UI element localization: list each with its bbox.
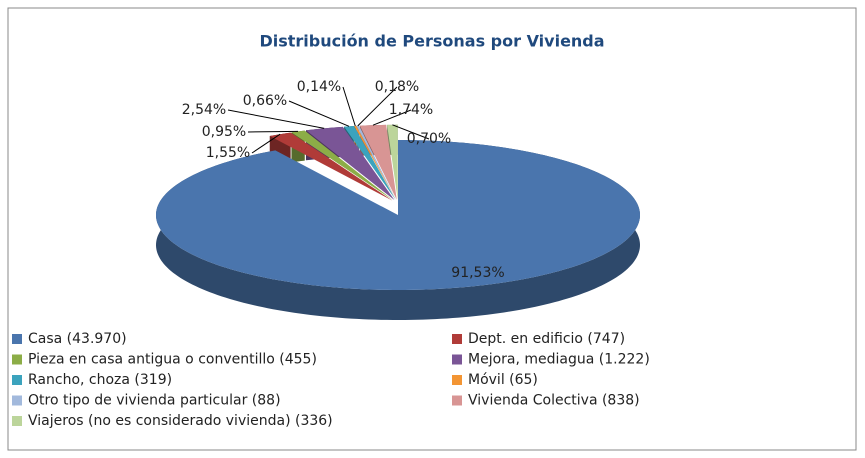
data-label: 0,70% bbox=[407, 131, 451, 147]
chart-title: Distribución de Personas por Vivienda bbox=[259, 32, 604, 51]
slice bbox=[291, 130, 394, 201]
legend-swatch bbox=[12, 416, 22, 426]
slice bbox=[269, 132, 393, 201]
legend-label: Dept. en edificio (747) bbox=[468, 331, 625, 347]
legend-swatch bbox=[452, 395, 462, 406]
leader-line bbox=[251, 133, 281, 154]
slice bbox=[359, 124, 397, 200]
data-label: 1,74% bbox=[389, 102, 433, 118]
legend-swatch bbox=[12, 375, 22, 385]
legend-swatch bbox=[12, 395, 22, 406]
slice bbox=[356, 125, 397, 200]
data-label: 91,53% bbox=[451, 265, 504, 281]
leader-line bbox=[288, 100, 350, 127]
legend-label: Móvil (65) bbox=[468, 372, 538, 388]
slice bbox=[387, 124, 398, 200]
legend-swatch bbox=[12, 354, 22, 365]
leader-line bbox=[357, 86, 398, 127]
slice bbox=[156, 140, 640, 290]
legend-label: Rancho, choza (319) bbox=[28, 372, 172, 388]
leader-line bbox=[227, 109, 325, 129]
legend-label: Pieza en casa antigua o conventillo (455… bbox=[28, 352, 317, 368]
leader-line bbox=[342, 86, 356, 127]
data-label: 1,55% bbox=[206, 145, 250, 161]
legend-label: Casa (43.970) bbox=[28, 331, 127, 347]
legend-label: Mejora, mediagua (1.222) bbox=[468, 352, 650, 368]
legend-label: Otro tipo de vivienda particular (88) bbox=[28, 393, 281, 409]
leader-line bbox=[372, 109, 412, 126]
data-label: 2,54% bbox=[182, 102, 226, 118]
data-label: 0,66% bbox=[243, 93, 287, 109]
data-label: 0,18% bbox=[375, 79, 419, 95]
legend-label: Vivienda Colectiva (838) bbox=[468, 393, 640, 409]
legend-swatch bbox=[452, 334, 462, 344]
legend-swatch bbox=[452, 354, 462, 365]
leader-line bbox=[392, 124, 430, 140]
slice bbox=[344, 126, 396, 200]
data-label: 0,14% bbox=[297, 79, 341, 95]
data-label: 0,95% bbox=[202, 124, 246, 140]
legend-swatch bbox=[12, 334, 22, 344]
slice bbox=[305, 126, 395, 201]
slice bbox=[354, 125, 396, 200]
legend-label: Viajeros (no es considerado vivienda) (3… bbox=[28, 413, 333, 429]
legend-swatch bbox=[452, 375, 462, 385]
leader-line bbox=[247, 130, 299, 133]
